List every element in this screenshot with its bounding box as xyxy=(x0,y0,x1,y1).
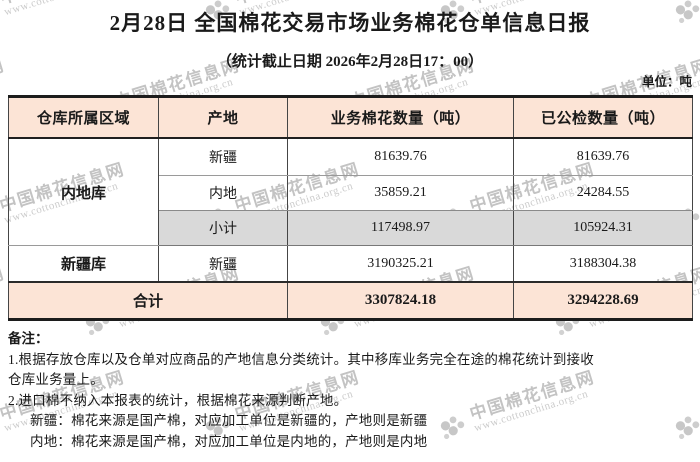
header-row: 仓库所属区域 产地 业务棉花数量（吨） 已公检数量（吨） xyxy=(8,96,693,139)
cell-inspected-qty: 3188304.38 xyxy=(513,245,693,283)
cell-region-xinjiangku: 新疆库 xyxy=(8,245,159,283)
cell-inspected-qty: 81639.76 xyxy=(513,138,693,176)
column-header-origin: 产地 xyxy=(158,96,288,139)
total-row: 合计 3307824.18 3294228.69 xyxy=(8,282,693,320)
cell-region-neidiku: 内地库 xyxy=(8,138,159,246)
cell-business-qty: 81639.76 xyxy=(287,138,514,176)
column-header-inspected: 已公检数量（吨） xyxy=(513,96,693,139)
note-line: 新疆：棉花来源是国产棉，对应加工单位是新疆的，产地则是新疆 xyxy=(30,413,428,428)
table-row: 内地库 新疆 81639.76 81639.76 xyxy=(8,138,693,246)
cell-inspected-qty: 105924.31 xyxy=(513,210,693,246)
cell-business-qty: 3190325.21 xyxy=(287,245,514,283)
cell-origin: 新疆 xyxy=(158,138,288,176)
cell-business-qty: 35859.21 xyxy=(287,175,514,211)
note-line: 2.进口棉不纳入本报表的统计，根据棉花来源判断产地。 xyxy=(8,392,348,408)
cotton-warehouse-report-table: 仓库所属区域 产地 业务棉花数量（吨） 已公检数量（吨） 内地库 新疆 8163… xyxy=(8,95,693,321)
cell-total-business-qty: 3307824.18 xyxy=(287,282,514,320)
note-line: 1.根据存放仓库以及仓单对应商品的产地信息分类统计。其中移库业务完全在途的棉花统… xyxy=(8,351,594,367)
report-title: 2月28日 全国棉花交易市场业务棉花仓单信息日报 xyxy=(109,11,591,35)
table-row: 新疆库 新疆 3190325.21 3188304.38 xyxy=(8,245,693,283)
table-row: 内地 35859.21 24284.55 xyxy=(9,175,693,211)
cell-subtotal-label: 小计 xyxy=(158,210,288,246)
cell-origin: 内地 xyxy=(158,175,288,211)
cell-inspected-qty: 24284.55 xyxy=(513,175,693,211)
notes-title: 备注： xyxy=(8,331,49,346)
column-header-business: 业务棉花数量（吨） xyxy=(287,96,514,139)
note-line: 内地：棉花来源是国产棉，对应加工单位是内地的，产地则是内地 xyxy=(30,433,428,449)
cell-business-qty: 117498.97 xyxy=(287,210,514,246)
note-line: 仓库业务量上。 xyxy=(8,372,104,387)
report-subtitle: （统计截止日期 2026年2月28日17：00） xyxy=(216,54,484,70)
column-header-region: 仓库所属区域 xyxy=(8,96,159,139)
unit-label: 单位：吨 xyxy=(641,75,692,89)
notes-section: 备注： 1.根据存放仓库以及仓单对应商品的产地信息分类统计。其中移库业务完全在途… xyxy=(8,329,692,452)
cell-total-inspected-qty: 3294228.69 xyxy=(513,282,693,320)
cell-total-label: 合计 xyxy=(8,282,288,320)
cell-origin: 新疆 xyxy=(158,245,288,283)
